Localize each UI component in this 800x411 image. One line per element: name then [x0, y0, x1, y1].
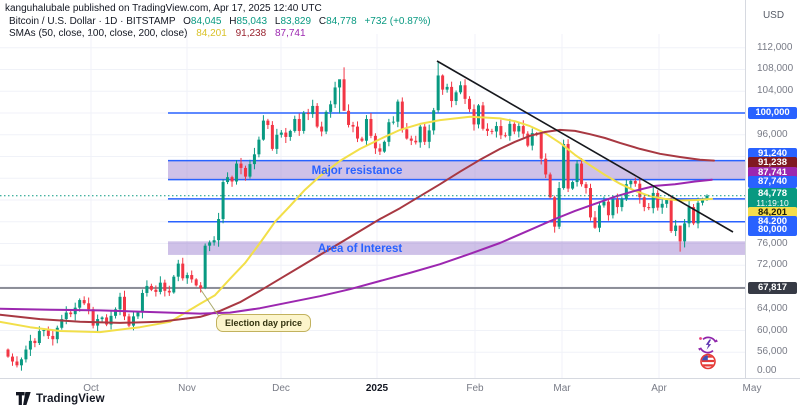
time-tick-feb: Feb: [466, 383, 484, 394]
sma-legend-label: SMAs (50, close, 100, close, 200, close): [9, 28, 188, 39]
price-tick: 64,000: [757, 302, 788, 314]
price-tick: 108,000: [757, 63, 794, 75]
price-tick: 104,000: [757, 85, 794, 97]
zone-labels: Major resistance Area of Interest: [312, 165, 403, 255]
candlestick-series[interactable]: [6, 62, 709, 371]
callout-connector-line: [200, 289, 221, 319]
close-label: C: [318, 16, 327, 27]
zone-area-of-interest: [168, 241, 757, 255]
close-value: 84,778: [326, 16, 357, 27]
open-label: O: [183, 16, 191, 27]
price-badge: 67,817: [748, 282, 797, 294]
time-tick-mar: Mar: [553, 383, 571, 394]
price-tick: 72,000: [757, 259, 788, 271]
low-label: L: [274, 16, 281, 27]
open-value: 84,045: [190, 16, 222, 27]
price-badge: 100,000: [748, 107, 797, 119]
price-tick: 56,000: [757, 346, 788, 358]
price-badge: 84,778 11:19:10: [748, 188, 797, 209]
economic-event-sticker[interactable]: [697, 336, 719, 354]
price-tick: 76,000: [757, 237, 788, 249]
price-badge: 87,740: [748, 176, 797, 188]
sma-overlay-lines: [0, 115, 715, 334]
descending-trendline[interactable]: [436, 60, 734, 233]
sma200-value: 87,741: [274, 28, 306, 39]
svg-text:Area of Interest: Area of Interest: [318, 243, 403, 255]
price-tick: 96,000: [757, 128, 788, 140]
svg-text:Major resistance: Major resistance: [312, 165, 403, 177]
sma-50-line: [0, 115, 713, 334]
time-tick-oct: Oct: [83, 383, 99, 394]
time-tick-dec: Dec: [272, 383, 290, 394]
time-axis[interactable]: Oct Nov Dec 2025 Feb Mar Apr May: [0, 378, 800, 399]
tradingview-logo-text: TradingView: [36, 392, 105, 405]
us-election-sticker[interactable]: [700, 353, 716, 370]
time-tick-nov: Nov: [178, 383, 196, 394]
high-label: H: [229, 16, 237, 27]
price-badge: 80,000: [748, 223, 797, 236]
sma-legend[interactable]: SMAs (50, close, 100, close, 200, close)…: [9, 28, 306, 39]
publish-attribution: kanguhalubale published on TradingView.c…: [5, 3, 322, 14]
price-tick: 60,000: [757, 324, 788, 336]
tradingview-logo-icon: [16, 392, 31, 405]
price-axis-unit: USD: [762, 10, 785, 21]
sma50-value: 84,201: [196, 28, 227, 39]
horizontal-level-lines[interactable]: [0, 112, 745, 289]
price-tick: 112,000: [757, 41, 793, 53]
symbol-title: Bitcoin / U.S. Dollar · 1D · BITSTAMP: [9, 16, 176, 27]
price-tick: 0.00: [757, 365, 777, 376]
symbol-legend[interactable]: Bitcoin / U.S. Dollar · 1D · BITSTAMP O8…: [9, 16, 431, 27]
election-day-price-callout[interactable]: Election day price: [216, 314, 312, 332]
time-tick-may: May: [742, 383, 762, 394]
price-axis[interactable]: USD 112,000 108,000 104,000 96,000 76,000 72,…: [745, 0, 800, 378]
sma-200-line: [0, 178, 713, 315]
change-value: +732 (+0.87%): [364, 16, 431, 27]
sma100-value: 91,238: [235, 28, 267, 39]
time-tick-2025: 2025: [365, 383, 389, 394]
high-value: 85,043: [236, 16, 268, 27]
price-badge: 91,238: [748, 156, 797, 169]
highlight-zones[interactable]: [168, 160, 757, 255]
tradingview-logo[interactable]: TradingView: [16, 392, 105, 405]
time-tick-apr: Apr: [651, 383, 667, 394]
gridlines: [0, 34, 753, 378]
low-value: 83,829: [280, 16, 312, 27]
